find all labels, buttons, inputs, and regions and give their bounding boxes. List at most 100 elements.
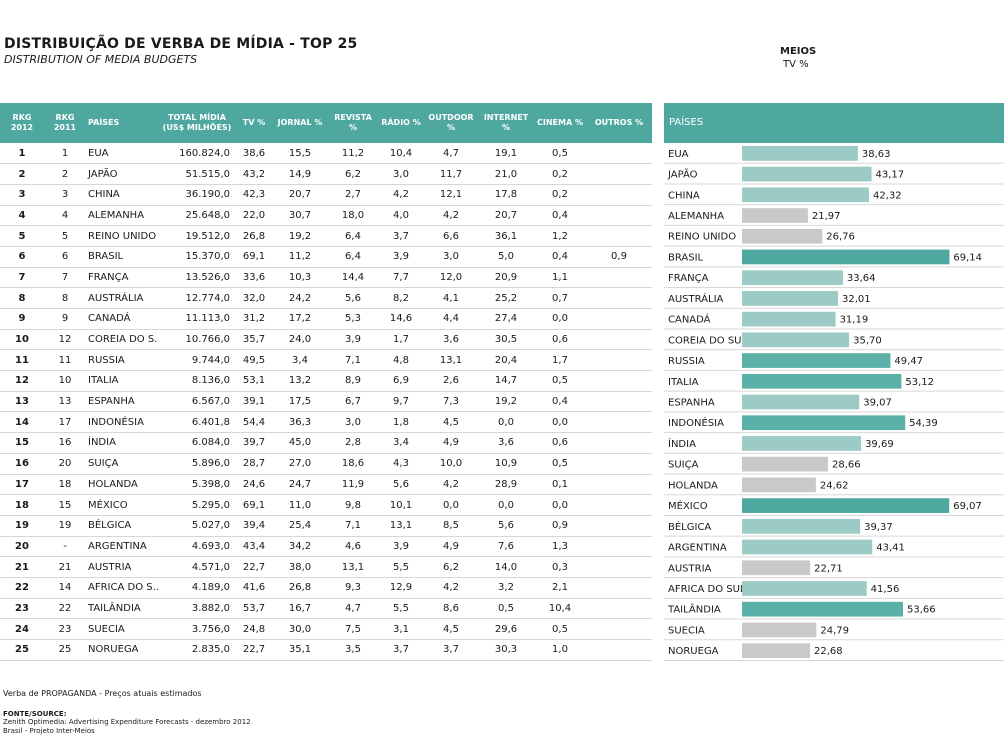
cell-rkg2011: 10 (44, 370, 86, 392)
chart-value-label: 54,39 (909, 418, 938, 429)
cell-radio: 3,0 (378, 163, 424, 185)
cell-tv: 31,2 (236, 308, 272, 330)
chart-bar (742, 601, 903, 617)
cell-rkg2011: 3 (44, 184, 86, 206)
cell-cinema: 0,5 (534, 143, 586, 165)
table-row: 11 11 RUSSIA 9.744,0 49,5 3,4 7,1 4,8 13,1 20,4 1,… (0, 349, 652, 372)
cell-rkg2012: 11 (0, 349, 44, 372)
table-row: 2 2 JAPÃO 51.515,0 43,2 14,9 6,2 3,0 11,7 21,0 0,2 (0, 163, 652, 185)
cell-outros (586, 411, 652, 434)
cell-tv: 39,1 (236, 391, 272, 413)
cell-internet: 36,1 (478, 225, 534, 247)
table-row: 16 20 SUIÇA 5.896,0 28,7 27,0 18,6 4,3 10,0 10,9 0… (0, 453, 652, 475)
table-body: 1 1 EUA 160.824,0 38,6 15,5 11,2 10,4 4,7 19,1 0,5… (0, 143, 652, 661)
cell-radio: 9,7 (378, 391, 424, 413)
cell-jornal: 14,9 (272, 163, 328, 185)
cell-internet: 0,5 (478, 598, 534, 620)
cell-cinema: 0,0 (534, 411, 586, 434)
cell-internet: 19,2 (478, 391, 534, 413)
chart-category-label: SUECIA (668, 625, 705, 636)
chart-bar (742, 187, 869, 203)
cell-rkg2012: 23 (0, 598, 44, 620)
cell-internet: 20,9 (478, 267, 534, 289)
chart-category-label: HOLANDA (668, 480, 718, 491)
cell-revista: 18,6 (328, 453, 378, 475)
cell-pais: JAPÃO (86, 163, 158, 185)
cell-revista: 13,1 (328, 556, 378, 578)
cell-rkg2012: 9 (0, 308, 44, 330)
cell-outdoor: 3,0 (424, 246, 478, 268)
cell-rkg2012: 12 (0, 370, 44, 392)
cell-internet: 3,6 (478, 432, 534, 454)
header-rkg2012: RKG 2012 (0, 103, 44, 143)
cell-rkg2011: 20 (44, 453, 86, 475)
cell-jornal: 24,2 (272, 287, 328, 309)
cell-internet: 20,4 (478, 349, 534, 372)
table-row: 13 13 ESPANHA 6.567,0 39,1 17,5 6,7 9,7 7,3 19,2 0… (0, 391, 652, 413)
cell-tv: 39,4 (236, 515, 272, 537)
cell-internet: 21,0 (478, 163, 534, 185)
media-budget-table: RKG 2012 RKG 2011 PAÍSES TOTAL MÍDIA (US… (0, 103, 652, 661)
table-row: 8 8 AUSTRÁLIA 12.774,0 32,0 24,2 5,6 8,2 4,1 25,2… (0, 287, 652, 309)
footnote-source-label: FONTE/SOURCE: (3, 710, 67, 718)
table-header-row: RKG 2012 RKG 2011 PAÍSES TOTAL MÍDIA (US… (0, 103, 652, 143)
cell-revista: 18,0 (328, 205, 378, 227)
chart-value-label: 69,14 (953, 252, 982, 263)
cell-jornal: 17,2 (272, 308, 328, 330)
cell-pais: SUIÇA (86, 453, 158, 475)
cell-tv: 39,7 (236, 432, 272, 454)
cell-revista: 5,6 (328, 287, 378, 309)
chart-category-label: ITALIA (668, 377, 699, 388)
cell-pais: ESPANHA (86, 391, 158, 413)
cell-outdoor: 4,9 (424, 536, 478, 558)
table-row: 14 17 INDONÉSIA 6.401,8 54,4 36,3 3,0 1,8 4,5 0,0… (0, 411, 652, 434)
cell-outdoor: 4,2 (424, 474, 478, 496)
cell-radio: 1,8 (378, 411, 424, 434)
cell-jornal: 34,2 (272, 536, 328, 558)
cell-cinema: 1,7 (534, 349, 586, 372)
cell-revista: 9,3 (328, 577, 378, 599)
chart-value-label: 35,70 (853, 335, 882, 346)
cell-radio: 3,7 (378, 225, 424, 247)
chart-value-label: 33,64 (847, 273, 876, 284)
cell-outros (586, 225, 652, 247)
cell-pais: FRANÇA (86, 267, 158, 289)
cell-outros (586, 370, 652, 392)
cell-rkg2011: 16 (44, 432, 86, 454)
cell-total: 10.766,0 (158, 329, 236, 351)
header-jornal: JORNAL % (272, 103, 328, 143)
cell-outdoor: 6,6 (424, 225, 478, 247)
cell-pais: BRASIL (86, 246, 158, 268)
cell-outros (586, 536, 652, 558)
chart-category-label: COREIA DO SUL (668, 335, 748, 346)
cell-rkg2012: 18 (0, 494, 44, 516)
cell-outdoor: 12,0 (424, 267, 478, 289)
cell-total: 11.113,0 (158, 308, 236, 330)
table-row: 3 3 CHINA 36.190,0 42,3 20,7 2,7 4,2 12,1 17,8 0,2 (0, 184, 652, 206)
chart-category-label: AUSTRÁLIA (668, 292, 724, 305)
cell-rkg2011: 21 (44, 556, 86, 578)
cell-rkg2011: 4 (44, 205, 86, 227)
cell-radio: 3,9 (378, 246, 424, 268)
cell-outros (586, 391, 652, 413)
cell-outdoor: 8,5 (424, 515, 478, 537)
cell-outros (586, 287, 652, 309)
cell-pais: SUECIA (86, 618, 158, 640)
cell-rkg2011: 14 (44, 577, 86, 599)
header-revista: REVISTA % (328, 103, 378, 143)
cell-pais: ARGENTINA (86, 536, 158, 558)
cell-tv: 24,8 (236, 618, 272, 640)
header-cinema: CINEMA % (534, 103, 586, 143)
cell-internet: 17,8 (478, 184, 534, 206)
chart-bar (742, 311, 836, 327)
cell-internet: 29,6 (478, 618, 534, 640)
cell-rkg2011: 25 (44, 639, 86, 661)
header-rkg2011: RKG 2011 (44, 103, 86, 143)
table-row: 19 19 BÉLGICA 5.027,0 39,4 25,4 7,1 13,1 8,5 5,6 0… (0, 515, 652, 537)
cell-rkg2011: 6 (44, 246, 86, 268)
header-outros: OUTROS % (586, 103, 652, 143)
chart-bar (742, 436, 862, 451)
chart-value-label: 21,97 (812, 211, 841, 222)
cell-cinema: 1,1 (534, 267, 586, 289)
cell-total: 4.189,0 (158, 577, 236, 599)
